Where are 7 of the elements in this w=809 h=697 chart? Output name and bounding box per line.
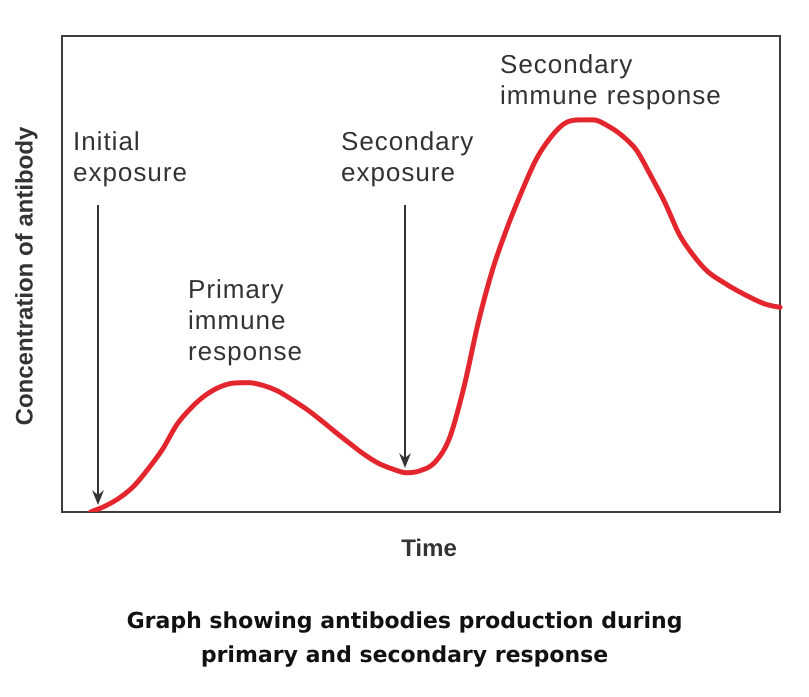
x-axis-title: Time (401, 535, 457, 562)
y-axis-title: Concentration of antibody (12, 126, 39, 426)
annotation: Initial exposure (73, 126, 188, 187)
annotation: Primary immune response (188, 274, 303, 366)
text: Graph showing antibodies production during primary and secondary response (126, 609, 682, 668)
text: Secondary immune response (500, 49, 722, 110)
annotation: Secondary exposure (341, 126, 474, 187)
